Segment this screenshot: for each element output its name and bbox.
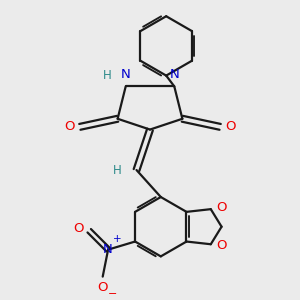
Text: O: O <box>98 281 108 294</box>
Text: O: O <box>216 239 227 252</box>
Text: O: O <box>64 120 74 134</box>
Text: O: O <box>216 201 227 214</box>
Text: O: O <box>226 120 236 134</box>
Text: H: H <box>113 164 122 176</box>
Text: N: N <box>169 68 179 81</box>
Text: O: O <box>73 222 84 235</box>
Text: N: N <box>121 68 130 81</box>
Text: H: H <box>103 69 111 82</box>
Text: N: N <box>103 243 113 256</box>
Text: +: + <box>113 234 122 244</box>
Text: −: − <box>107 289 117 299</box>
